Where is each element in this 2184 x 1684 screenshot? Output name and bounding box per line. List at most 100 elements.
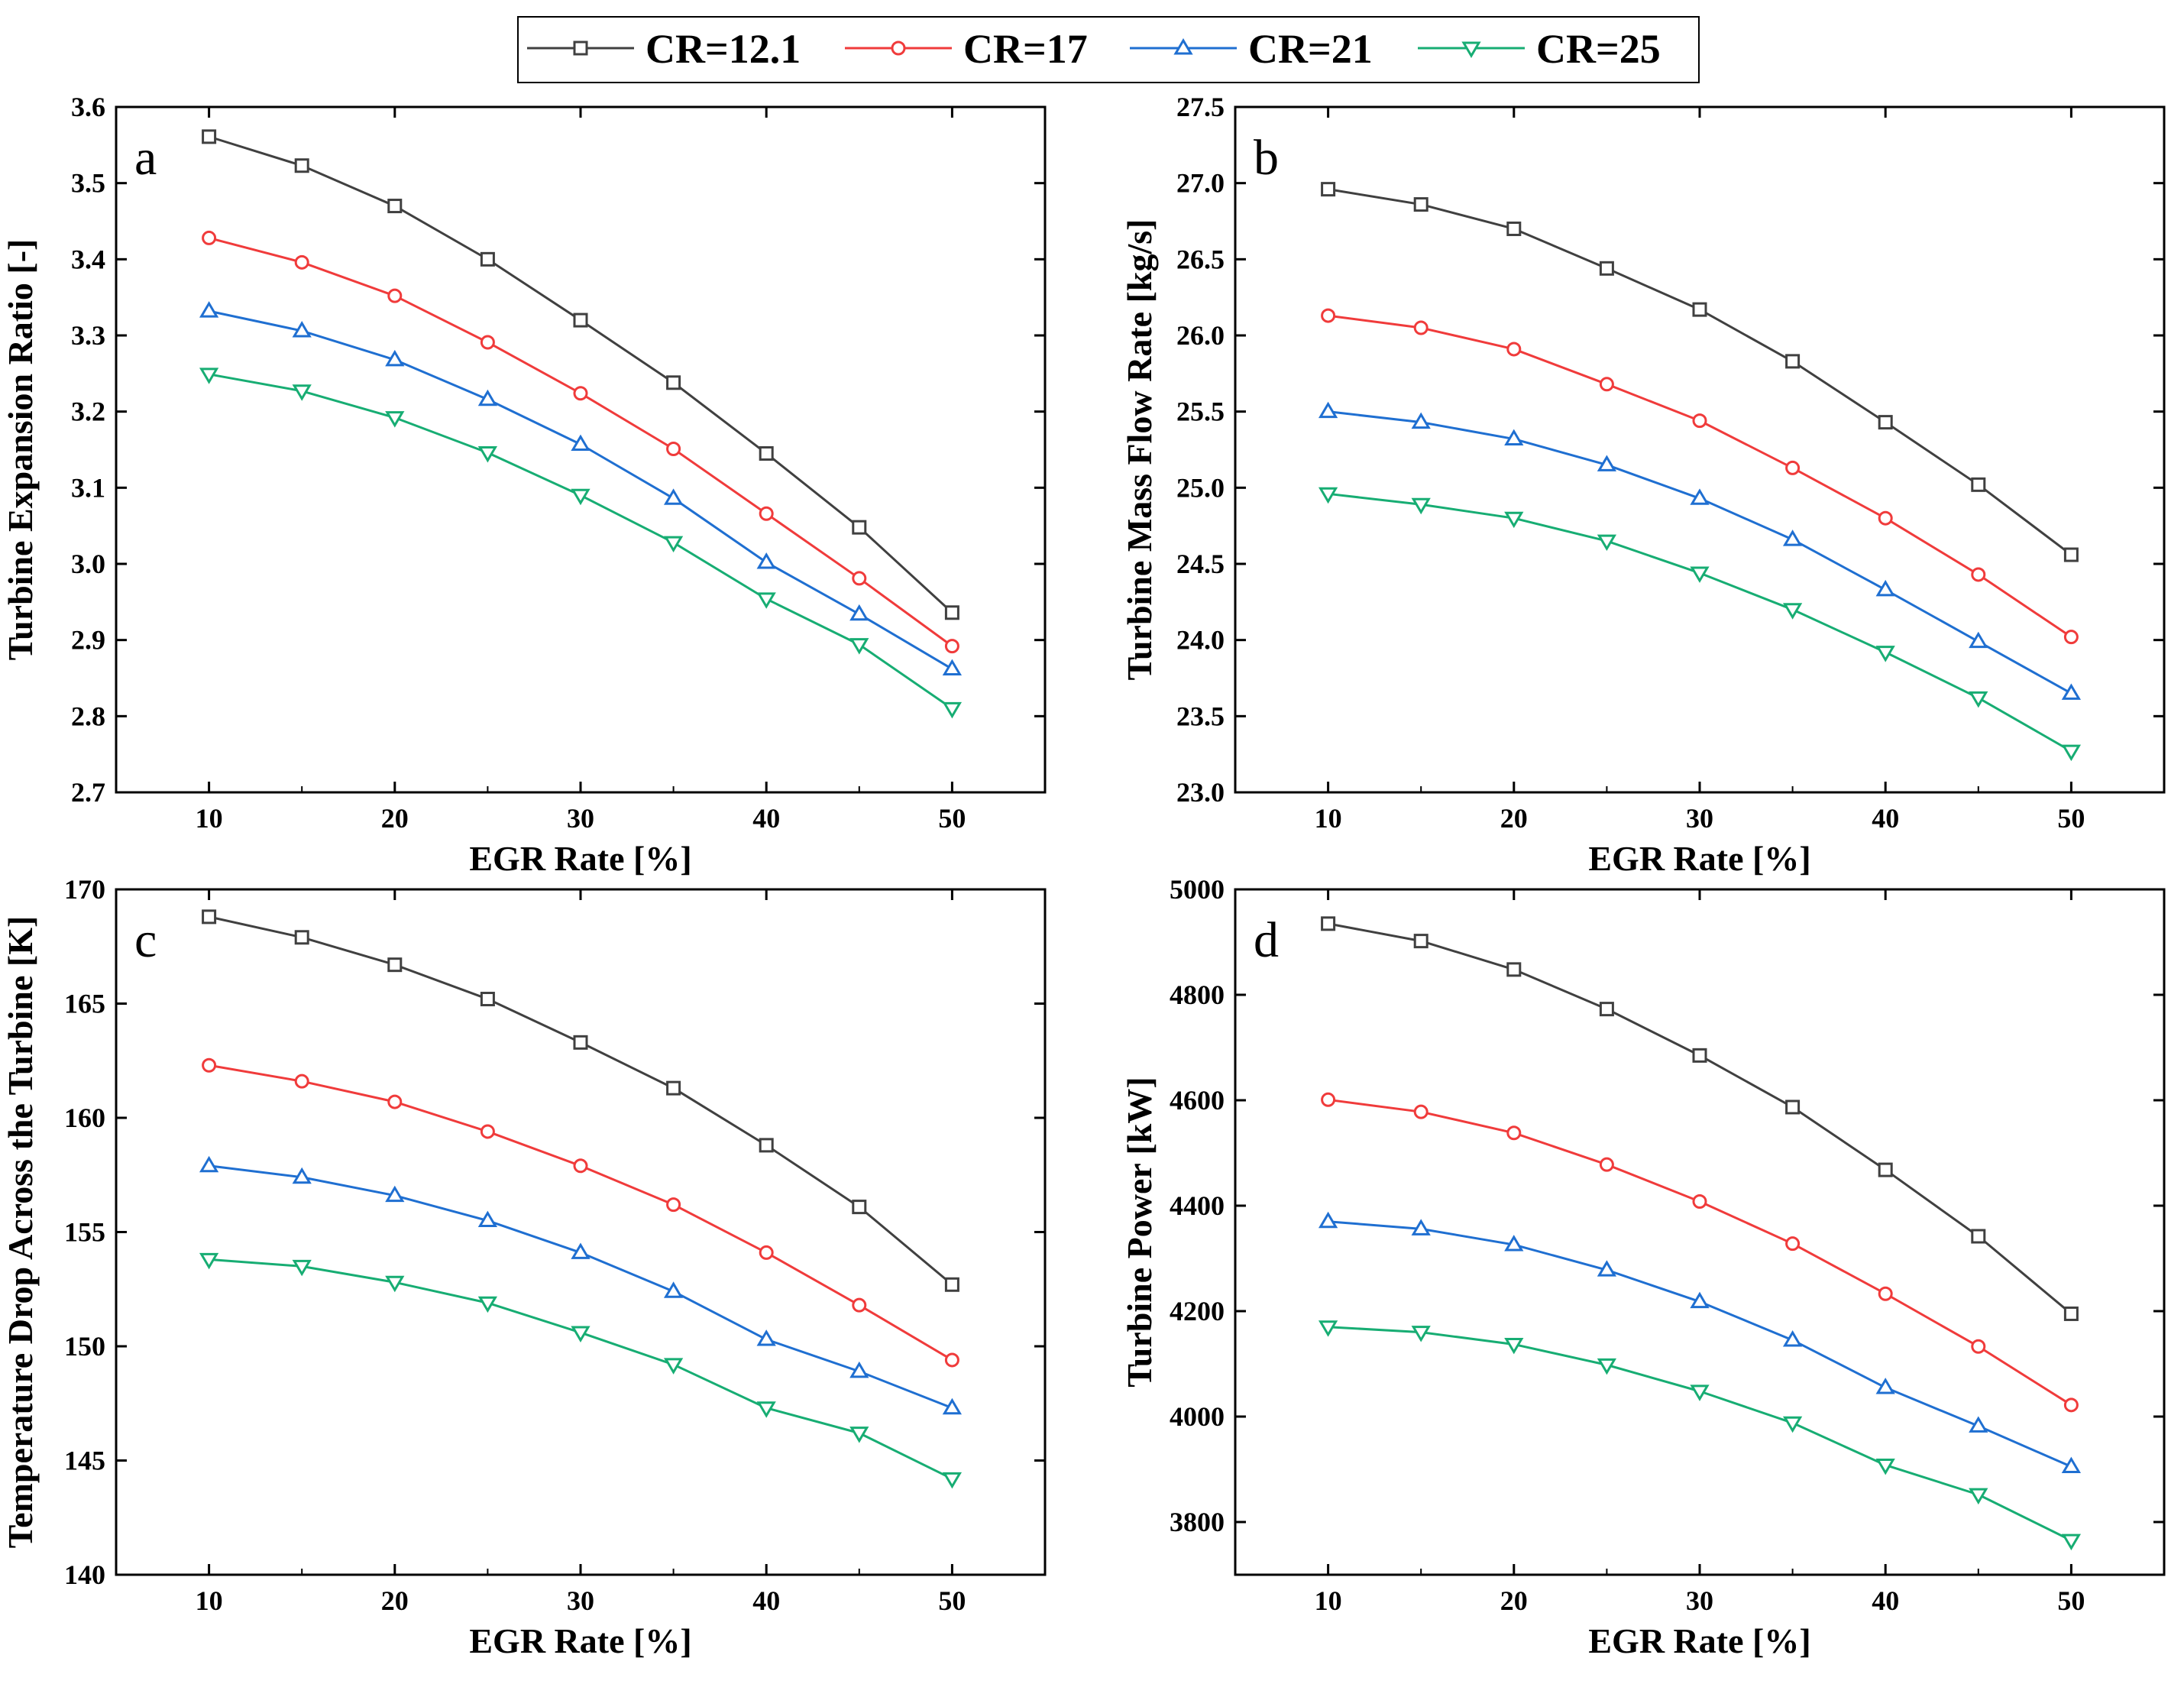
series-CR=25 bbox=[199, 1252, 963, 1489]
x-tick-label: 40 bbox=[752, 803, 780, 834]
data-point bbox=[1411, 412, 1431, 429]
x-tick-label: 50 bbox=[2057, 1585, 2085, 1616]
data-point bbox=[292, 1259, 312, 1277]
y-axis-title: Temperature Drop Across the Turbine [K] bbox=[1, 916, 40, 1549]
data-point bbox=[571, 434, 590, 452]
y-tick-label: 25.0 bbox=[1176, 472, 1225, 503]
data-point bbox=[477, 1210, 498, 1228]
data-point bbox=[480, 251, 495, 267]
legend-label: CR=12.1 bbox=[645, 26, 801, 72]
x-tick-label: 50 bbox=[938, 1585, 966, 1616]
data-point bbox=[849, 1361, 869, 1378]
legend-marker bbox=[1461, 41, 1481, 58]
y-axis-title: Turbine Power [kW] bbox=[1120, 1077, 1159, 1387]
data-point bbox=[756, 1329, 776, 1346]
data-point bbox=[573, 386, 588, 401]
series-CR=12.1 bbox=[202, 129, 959, 620]
x-tick-label: 10 bbox=[196, 803, 223, 834]
data-point bbox=[2061, 683, 2082, 700]
x-tick-label: 30 bbox=[1686, 803, 1713, 834]
data-point bbox=[759, 506, 774, 521]
x-tick-label: 10 bbox=[1315, 803, 1342, 834]
x-tick-label: 30 bbox=[1686, 1585, 1713, 1616]
data-point bbox=[2061, 1533, 2082, 1551]
plot-frame bbox=[1234, 888, 2166, 1576]
data-point bbox=[852, 1297, 867, 1313]
x-tick-label: 40 bbox=[752, 1585, 780, 1616]
data-point bbox=[756, 1401, 776, 1418]
data-point bbox=[1878, 1286, 1893, 1301]
data-point bbox=[756, 592, 776, 609]
data-point bbox=[199, 1252, 219, 1270]
data-point bbox=[944, 1352, 959, 1368]
data-point bbox=[202, 909, 217, 925]
data-point bbox=[1599, 1002, 1614, 1017]
data-point bbox=[1875, 1378, 1895, 1394]
data-point bbox=[294, 158, 309, 173]
data-point bbox=[849, 604, 869, 621]
data-point bbox=[942, 1472, 963, 1489]
data-point bbox=[385, 1185, 405, 1203]
data-point bbox=[573, 313, 588, 328]
data-point bbox=[1692, 413, 1707, 429]
y-tick-label: 3.2 bbox=[71, 397, 105, 427]
legend-label: CR=21 bbox=[1248, 26, 1373, 72]
x-tick-label: 40 bbox=[1872, 803, 1899, 834]
legend-marker bbox=[1173, 38, 1193, 55]
data-point bbox=[571, 1242, 590, 1259]
data-point bbox=[1411, 497, 1431, 515]
data-point bbox=[1875, 646, 1895, 662]
data-point bbox=[294, 930, 309, 945]
data-point bbox=[1321, 308, 1336, 323]
data-point bbox=[2063, 1397, 2079, 1413]
y-tick-label: 4200 bbox=[1170, 1296, 1225, 1326]
data-point bbox=[666, 442, 681, 457]
data-point bbox=[199, 1155, 219, 1173]
y-tick-label: 4600 bbox=[1170, 1085, 1225, 1116]
data-point bbox=[1969, 631, 1988, 649]
data-point bbox=[944, 605, 959, 620]
series-CR=21 bbox=[1318, 401, 2082, 700]
legend: CR=12.1 CR=17 CR=21 CR=25 bbox=[517, 16, 1700, 83]
series-CR=17 bbox=[1321, 308, 2079, 645]
x-tick-label: 20 bbox=[1500, 803, 1528, 834]
data-point bbox=[1692, 302, 1707, 317]
legend-entry: CR=25 bbox=[1418, 26, 1661, 72]
data-point bbox=[756, 552, 776, 569]
y-axis-title: Turbine Mass Flow Rate [kg/s] bbox=[1120, 219, 1159, 681]
data-point bbox=[666, 1197, 681, 1213]
data-point bbox=[759, 1138, 774, 1153]
data-point bbox=[1321, 182, 1336, 197]
x-axis-title: EGR Rate [%] bbox=[1588, 1621, 1810, 1660]
y-tick-label: 3.0 bbox=[71, 549, 105, 579]
data-point bbox=[2063, 630, 2079, 645]
data-point bbox=[1413, 320, 1428, 335]
data-point bbox=[942, 1397, 963, 1415]
data-point bbox=[573, 1035, 588, 1050]
y-tick-label: 3.3 bbox=[71, 320, 105, 351]
data-point bbox=[1785, 1236, 1801, 1252]
data-point bbox=[477, 445, 498, 463]
data-point bbox=[480, 992, 495, 1007]
series-CR=25 bbox=[1318, 487, 2082, 762]
series-CR=21 bbox=[199, 301, 963, 676]
data-point bbox=[1971, 567, 1986, 582]
data-point bbox=[1506, 342, 1522, 357]
data-point bbox=[385, 1275, 405, 1293]
data-point bbox=[1878, 1162, 1893, 1177]
data-point bbox=[292, 384, 312, 401]
data-point bbox=[1506, 1125, 1522, 1141]
y-tick-label: 24.5 bbox=[1176, 549, 1225, 579]
data-point bbox=[1878, 510, 1893, 526]
series-CR=21 bbox=[1318, 1211, 2082, 1474]
chart-panel-a: 10 20 30 40 50 2.7 2.8 2.9 3.0 3.1 3.2 3.3 3.4 3.5 3.6… bbox=[1, 92, 1047, 878]
y-tick-label: 4000 bbox=[1170, 1401, 1225, 1432]
y-tick-label: 26.5 bbox=[1176, 244, 1225, 274]
data-point bbox=[477, 1296, 498, 1313]
data-point bbox=[1782, 603, 1803, 620]
legend-entry: CR=12.1 bbox=[527, 26, 801, 72]
legend-label: CR=17 bbox=[963, 26, 1088, 72]
data-point bbox=[292, 321, 312, 338]
y-tick-label: 2.8 bbox=[71, 701, 105, 731]
